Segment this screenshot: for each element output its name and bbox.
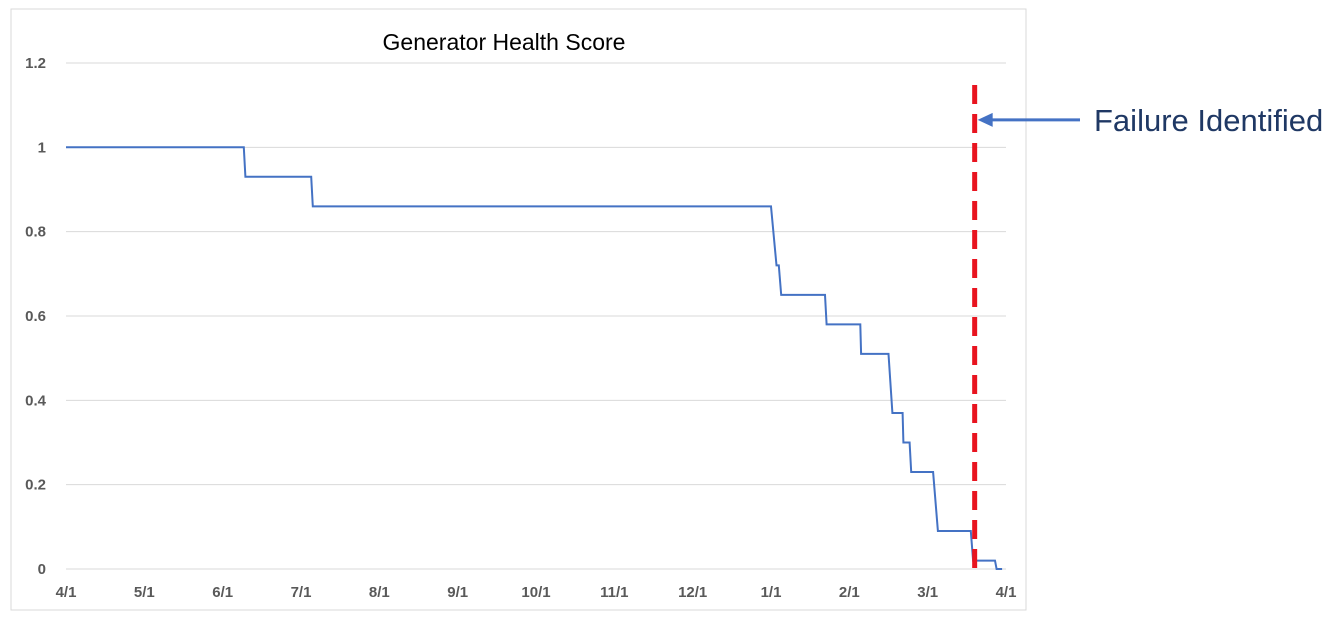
x-tick-label: 2/1 bbox=[839, 584, 860, 601]
chart-frame bbox=[10, 8, 1027, 611]
x-tick-label: 4/1 bbox=[56, 584, 77, 601]
x-tick-label: 10/1 bbox=[521, 584, 550, 601]
series-layer bbox=[66, 146, 1003, 570]
y-tick-label: 0.8 bbox=[25, 224, 46, 241]
y-tick-label: 0.2 bbox=[25, 477, 46, 494]
failure-identified-label: Failure Identified bbox=[1094, 103, 1323, 138]
x-tick-label: 8/1 bbox=[369, 584, 390, 601]
x-tick-label: 5/1 bbox=[134, 584, 155, 601]
x-tick-label: 6/1 bbox=[212, 584, 233, 601]
x-tick-label: 3/1 bbox=[917, 584, 938, 601]
x-tick-label: 7/1 bbox=[291, 584, 312, 601]
chart-title: Generator Health Score bbox=[383, 29, 626, 55]
x-tick-label: 12/1 bbox=[678, 584, 707, 601]
y-tick-label: 0.4 bbox=[25, 392, 47, 409]
x-tick-label: 11/1 bbox=[600, 584, 628, 601]
annotation-layer: Failure Identified bbox=[972, 85, 1323, 569]
health-score-line bbox=[66, 146, 1003, 570]
y-tick-label: 0.6 bbox=[25, 308, 46, 325]
y-tick-label: 1 bbox=[38, 139, 46, 156]
x-tick-label: 4/1 bbox=[996, 584, 1017, 601]
x-axis-ticks: 4/1 5/1 6/1 7/1 8/1 9/1 10/1 11/1 12/1 1/1 2/1 3/1 4… bbox=[56, 584, 1017, 601]
x-tick-label: 9/1 bbox=[447, 584, 468, 601]
x-tick-label: 1/1 bbox=[761, 584, 782, 601]
failure-arrowhead bbox=[977, 112, 993, 127]
y-axis-ticks: 0 0.2 0.4 0.6 0.8 1 1.2 bbox=[25, 55, 47, 578]
y-tick-label: 0 bbox=[38, 561, 46, 578]
y-tick-label: 1.2 bbox=[25, 55, 46, 72]
